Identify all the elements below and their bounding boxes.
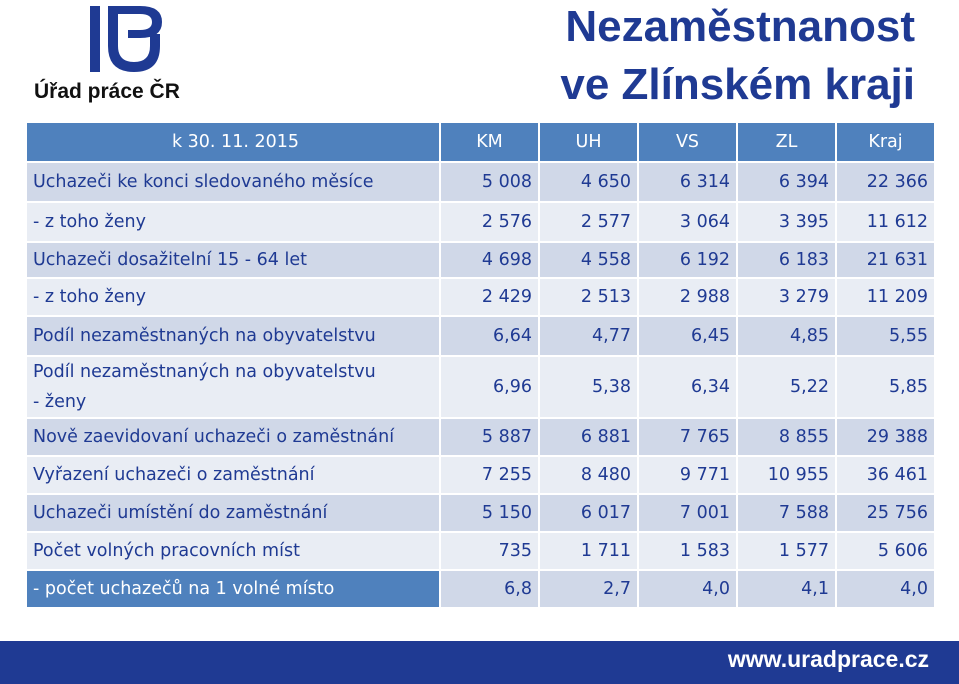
cell-value: 5 008 xyxy=(441,163,538,201)
logo-mark-icon xyxy=(90,6,162,72)
row-label-line-2: - ženy xyxy=(33,392,87,412)
row-label: Vyřazení uchazeči o zaměstnání xyxy=(27,457,439,493)
cell-value: 2,7 xyxy=(540,571,637,607)
cell-value: 4,77 xyxy=(540,317,637,355)
table-row: Uchazeči dosažitelní 15 - 64 let 4 698 4… xyxy=(27,243,934,277)
cell-value: 5,22 xyxy=(738,357,835,417)
cell-value: 1 711 xyxy=(540,533,637,569)
row-label: Nově zaevidovaní uchazeči o zaměstnání xyxy=(27,419,439,455)
cell-value: 5 150 xyxy=(441,495,538,531)
unemployment-table: k 30. 11. 2015 KM UH VS ZL Kraj Uchazeči… xyxy=(25,121,936,609)
table-row: Uchazeči ke konci sledovaného měsíce 5 0… xyxy=(27,163,934,201)
cell-value: 6 314 xyxy=(639,163,736,201)
cell-value: 11 612 xyxy=(837,203,934,241)
cell-value: 36 461 xyxy=(837,457,934,493)
cell-value: 4,0 xyxy=(639,571,736,607)
cell-value: 2 513 xyxy=(540,279,637,315)
cell-value: 735 xyxy=(441,533,538,569)
cell-value: 6,45 xyxy=(639,317,736,355)
cell-value: 6,8 xyxy=(441,571,538,607)
cell-value: 9 771 xyxy=(639,457,736,493)
cell-value: 5 606 xyxy=(837,533,934,569)
cell-value: 3 064 xyxy=(639,203,736,241)
table-row: Vyřazení uchazeči o zaměstnání 7 255 8 4… xyxy=(27,457,934,493)
cell-value: 3 395 xyxy=(738,203,835,241)
cell-value: 6,96 xyxy=(441,357,538,417)
cell-value: 6 881 xyxy=(540,419,637,455)
column-header-kraj: Kraj xyxy=(837,123,934,161)
cell-value: 21 631 xyxy=(837,243,934,277)
table-row: Podíl nezaměstnaných na obyvatelstvu - ž… xyxy=(27,357,934,417)
table-row: - počet uchazečů na 1 volné místo 6,8 2,… xyxy=(27,571,934,607)
logo-caption: Úřad práce ČR xyxy=(34,80,180,103)
cell-value: 8 855 xyxy=(738,419,835,455)
row-label: - z toho ženy xyxy=(27,279,439,315)
row-label: Uchazeči umístění do zaměstnání xyxy=(27,495,439,531)
cell-value: 6,34 xyxy=(639,357,736,417)
cell-value: 25 756 xyxy=(837,495,934,531)
table-row: Uchazeči umístění do zaměstnání 5 150 6 … xyxy=(27,495,934,531)
cell-value: 7 588 xyxy=(738,495,835,531)
cell-value: 7 001 xyxy=(639,495,736,531)
cell-value: 6 183 xyxy=(738,243,835,277)
column-header-date: k 30. 11. 2015 xyxy=(27,123,439,161)
row-label: - počet uchazečů na 1 volné místo xyxy=(27,571,439,607)
cell-value: 4 698 xyxy=(441,243,538,277)
title-line-1: Nezaměstnanost xyxy=(565,2,915,51)
title-line-2: ve Zlínském kraji xyxy=(560,60,915,109)
footer-bar: www.uradprace.cz xyxy=(0,641,959,684)
cell-value: 4,1 xyxy=(738,571,835,607)
row-label: - z toho ženy xyxy=(27,203,439,241)
cell-value: 10 955 xyxy=(738,457,835,493)
cell-value: 1 583 xyxy=(639,533,736,569)
table-row: Nově zaevidovaní uchazeči o zaměstnání 5… xyxy=(27,419,934,455)
cell-value: 6,64 xyxy=(441,317,538,355)
cell-value: 6 017 xyxy=(540,495,637,531)
cell-value: 22 366 xyxy=(837,163,934,201)
table-row: - z toho ženy 2 429 2 513 2 988 3 279 11… xyxy=(27,279,934,315)
row-label: Podíl nezaměstnaných na obyvatelstvu xyxy=(27,317,439,355)
cell-value: 2 429 xyxy=(441,279,538,315)
column-header-km: KM xyxy=(441,123,538,161)
table-row: Podíl nezaměstnaných na obyvatelstvu 6,6… xyxy=(27,317,934,355)
row-label: Počet volných pracovních míst xyxy=(27,533,439,569)
cell-value: 5,55 xyxy=(837,317,934,355)
page-title: Nezaměstnanost ve Zlínském kraji xyxy=(560,0,915,114)
cell-value: 4,0 xyxy=(837,571,934,607)
cell-value: 29 388 xyxy=(837,419,934,455)
urad-prace-logo xyxy=(30,0,200,120)
column-header-uh: UH xyxy=(540,123,637,161)
cell-value: 2 988 xyxy=(639,279,736,315)
table-header-row: k 30. 11. 2015 KM UH VS ZL Kraj xyxy=(27,123,934,161)
cell-value: 5,38 xyxy=(540,357,637,417)
cell-value: 2 577 xyxy=(540,203,637,241)
cell-value: 7 765 xyxy=(639,419,736,455)
cell-value: 4 650 xyxy=(540,163,637,201)
cell-value: 4 558 xyxy=(540,243,637,277)
row-label: Uchazeči dosažitelní 15 - 64 let xyxy=(27,243,439,277)
cell-value: 6 394 xyxy=(738,163,835,201)
cell-value: 2 576 xyxy=(441,203,538,241)
footer-url: www.uradprace.cz xyxy=(727,646,929,672)
table-row: - z toho ženy 2 576 2 577 3 064 3 395 11… xyxy=(27,203,934,241)
cell-value: 11 209 xyxy=(837,279,934,315)
cell-value: 3 279 xyxy=(738,279,835,315)
cell-value: 6 192 xyxy=(639,243,736,277)
cell-value: 4,85 xyxy=(738,317,835,355)
cell-value: 1 577 xyxy=(738,533,835,569)
column-header-vs: VS xyxy=(639,123,736,161)
cell-value: 5 887 xyxy=(441,419,538,455)
table-row: Počet volných pracovních míst 735 1 711 … xyxy=(27,533,934,569)
cell-value: 7 255 xyxy=(441,457,538,493)
column-header-zl: ZL xyxy=(738,123,835,161)
row-label: Uchazeči ke konci sledovaného měsíce xyxy=(27,163,439,201)
row-label-line-1: Podíl nezaměstnaných na obyvatelstvu xyxy=(33,362,376,382)
row-label: Podíl nezaměstnaných na obyvatelstvu - ž… xyxy=(27,357,439,417)
cell-value: 5,85 xyxy=(837,357,934,417)
cell-value: 8 480 xyxy=(540,457,637,493)
